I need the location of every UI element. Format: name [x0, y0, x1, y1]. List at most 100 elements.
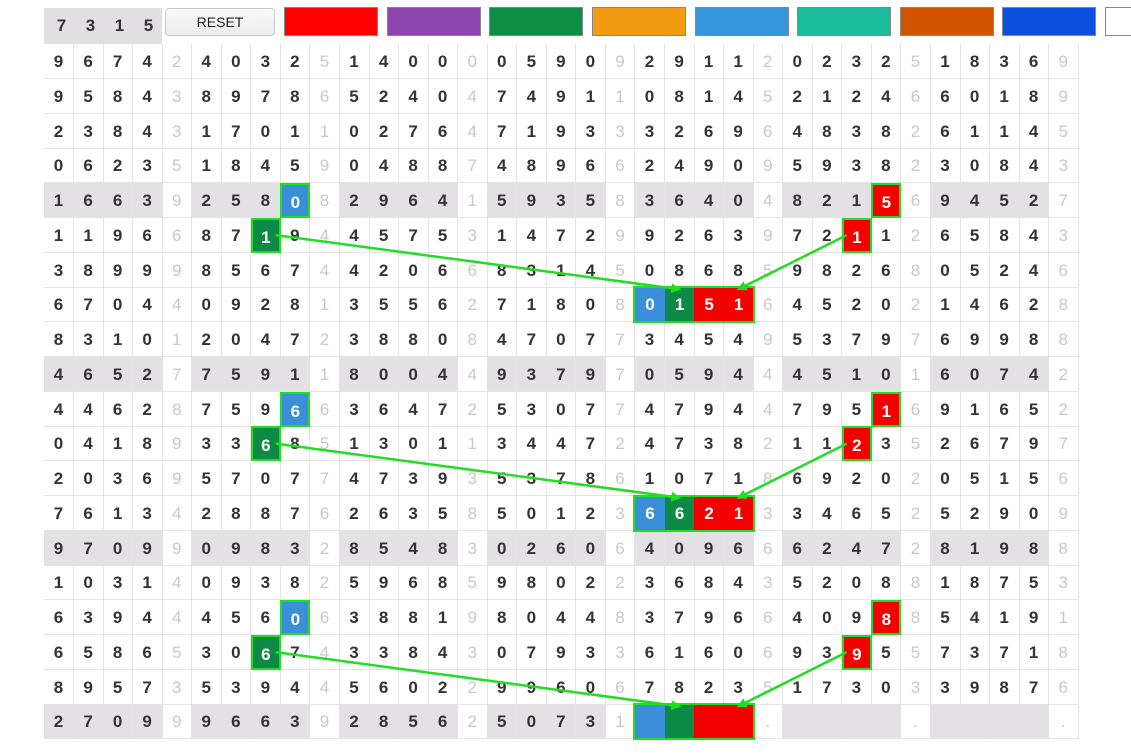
grid-digit: 1 — [723, 44, 754, 79]
grid-digit: 9 — [694, 391, 725, 427]
separator-digit: 3 — [1048, 148, 1079, 184]
grid-digit: 8 — [191, 78, 222, 114]
grid-digit: 8 — [398, 322, 429, 357]
swatch-blue[interactable] — [695, 7, 789, 36]
separator-digit: 2 — [457, 287, 488, 323]
grid-digit: 0 — [841, 565, 872, 601]
grid-digit: 5 — [487, 183, 518, 218]
grid-digit: 8 — [871, 113, 902, 149]
separator-digit: 2 — [605, 565, 636, 601]
grid-digit: 9 — [989, 530, 1020, 566]
grid-digit: 1 — [782, 426, 813, 462]
grid-digit: 0 — [428, 322, 459, 357]
grid-digit: 2 — [812, 183, 843, 218]
grid-digit: 6 — [44, 287, 74, 323]
separator-digit: 4 — [162, 287, 193, 323]
grid-digit: 9 — [132, 704, 163, 740]
grid-digit: 2 — [841, 252, 872, 288]
grid-digit: 7 — [782, 217, 813, 253]
separator-digit: 6 — [753, 634, 784, 670]
separator-digit: 2 — [900, 287, 931, 323]
grid-digit: 4 — [812, 495, 843, 531]
grid-digit: 4 — [191, 44, 222, 79]
grid-digit: 7 — [487, 287, 518, 323]
grid-digit: 0 — [44, 148, 74, 184]
grid-digit: 7 — [782, 391, 813, 427]
grid-digit: 3 — [930, 669, 961, 705]
grid-digit: 5 — [369, 530, 400, 566]
separator-digit: 8 — [1048, 322, 1079, 357]
swatch-dark-orange[interactable] — [900, 7, 994, 36]
grid-digit: 4 — [871, 78, 902, 114]
grid-digit: 8 — [280, 565, 311, 601]
grid-digit: 5 — [428, 495, 459, 531]
grid-digit: 6 — [871, 252, 902, 288]
separator-digit: 8 — [900, 600, 931, 635]
swatch-royal-blue[interactable] — [1002, 7, 1096, 36]
grid-digit: 6 — [635, 634, 665, 670]
reset-button[interactable]: RESET — [165, 8, 275, 36]
separator-digit: 9 — [162, 704, 193, 740]
grid-digit: 0 — [871, 669, 902, 705]
grid-digit: 6 — [73, 183, 104, 218]
grid-digit: 0 — [191, 287, 222, 323]
grid-digit: 6 — [960, 426, 991, 462]
separator-digit: 5 — [1048, 113, 1079, 149]
swatch-orange[interactable] — [592, 7, 686, 36]
swatch-green[interactable] — [489, 7, 583, 36]
grid-digit: 9 — [487, 669, 518, 705]
grid-digit: 7 — [44, 495, 74, 531]
grid-digit: 3 — [989, 44, 1020, 79]
swatch-teal[interactable] — [797, 7, 891, 36]
grid-digit: 5 — [782, 148, 813, 184]
grid-digit: 7 — [989, 356, 1020, 392]
grid-digit: 3 — [723, 217, 754, 253]
grid-digit: 0 — [221, 322, 252, 357]
grid-digit: 7 — [575, 391, 606, 427]
grid-digit: 4 — [782, 356, 813, 392]
grid-digit: 0 — [575, 287, 606, 323]
grid-digit: 1 — [694, 44, 725, 79]
grid-digit: 0 — [575, 530, 606, 566]
grid-digit: 4 — [339, 252, 370, 288]
grid-digit: 6 — [546, 669, 577, 705]
grid-digit: 5 — [398, 287, 429, 323]
grid-digit: 1 — [103, 495, 134, 531]
separator-digit: 2 — [605, 426, 636, 462]
separator-digit: 6 — [605, 669, 636, 705]
grid-digit: 9 — [44, 78, 74, 114]
grid-digit: 0 — [191, 530, 222, 566]
grid-digit: 9 — [989, 322, 1020, 357]
grid-digit: 4 — [132, 287, 163, 323]
grid-digit: 4 — [516, 426, 547, 462]
highlighted-digit: 6 — [250, 426, 281, 462]
grid-digit: 6 — [73, 356, 104, 392]
grid-digit: 7 — [546, 461, 577, 496]
grid-digit: 1 — [44, 565, 74, 601]
separator-digit: 5 — [605, 252, 636, 288]
grid-digit: 9 — [546, 44, 577, 79]
lead-digit: 5 — [143, 16, 154, 35]
grid-digit: 0 — [546, 322, 577, 357]
grid-digit: 0 — [398, 426, 429, 462]
grid-digit: 3 — [339, 287, 370, 323]
grid-digit: 4 — [1019, 217, 1050, 253]
separator-digit: 0 — [457, 44, 488, 79]
result-digit: 0 — [635, 287, 665, 323]
grid-digit: 7 — [73, 530, 104, 566]
separator-digit: 9 — [605, 217, 636, 253]
grid-digit: 0 — [73, 565, 104, 601]
grid-digit: 5 — [398, 704, 429, 740]
separator-digit: 3 — [605, 495, 636, 531]
swatch-white[interactable] — [1105, 7, 1131, 36]
grid-digit: 3 — [635, 565, 665, 601]
grid-digit: 9 — [191, 704, 222, 740]
separator-digit: 3 — [753, 565, 784, 601]
separator-digit: 8 — [605, 600, 636, 635]
swatch-red[interactable] — [284, 7, 378, 36]
grid-digit: 8 — [812, 252, 843, 288]
grid-digit: 9 — [221, 287, 252, 323]
swatch-purple[interactable] — [387, 7, 481, 36]
grid-digit: 6 — [546, 530, 577, 566]
